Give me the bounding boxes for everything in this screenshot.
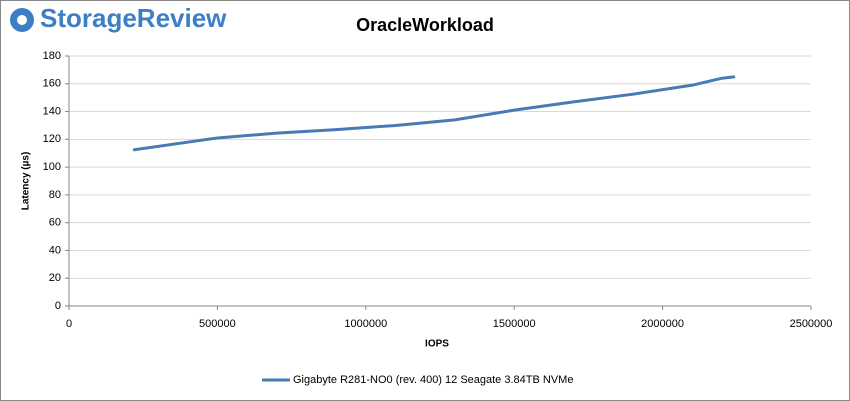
- y-tick-label: 100: [43, 161, 61, 173]
- y-tick-label: 140: [43, 105, 61, 117]
- x-tick-label: 2000000: [641, 318, 684, 330]
- chart-title: OracleWorkload: [356, 15, 494, 35]
- x-tick-label: 1500000: [493, 318, 536, 330]
- legend-label: Gigabyte R281-NO0 (rev. 400) 12 Seagate …: [293, 374, 573, 386]
- logo-icon-center: [17, 15, 27, 25]
- x-tick-label: 2500000: [790, 318, 833, 330]
- x-tick-label: 1000000: [344, 318, 387, 330]
- y-tick-label: 160: [43, 78, 61, 90]
- y-tick-label: 40: [49, 244, 61, 256]
- data-line: [132, 75, 736, 152]
- y-axis-label: Latency (µs): [21, 152, 32, 211]
- x-tick-label: 500000: [199, 318, 236, 330]
- logo-text: StorageReview: [40, 3, 227, 33]
- y-tick-label: 180: [43, 50, 61, 62]
- logo: StorageReview: [10, 3, 227, 33]
- y-tick-label: 20: [49, 272, 61, 284]
- y-tick-label: 80: [49, 189, 61, 201]
- y-tick-label: 120: [43, 133, 61, 145]
- x-tick-label: 0: [66, 318, 72, 330]
- y-tick-label: 60: [49, 217, 61, 229]
- y-tick-label: 0: [55, 300, 61, 312]
- x-axis-label: IOPS: [425, 339, 449, 350]
